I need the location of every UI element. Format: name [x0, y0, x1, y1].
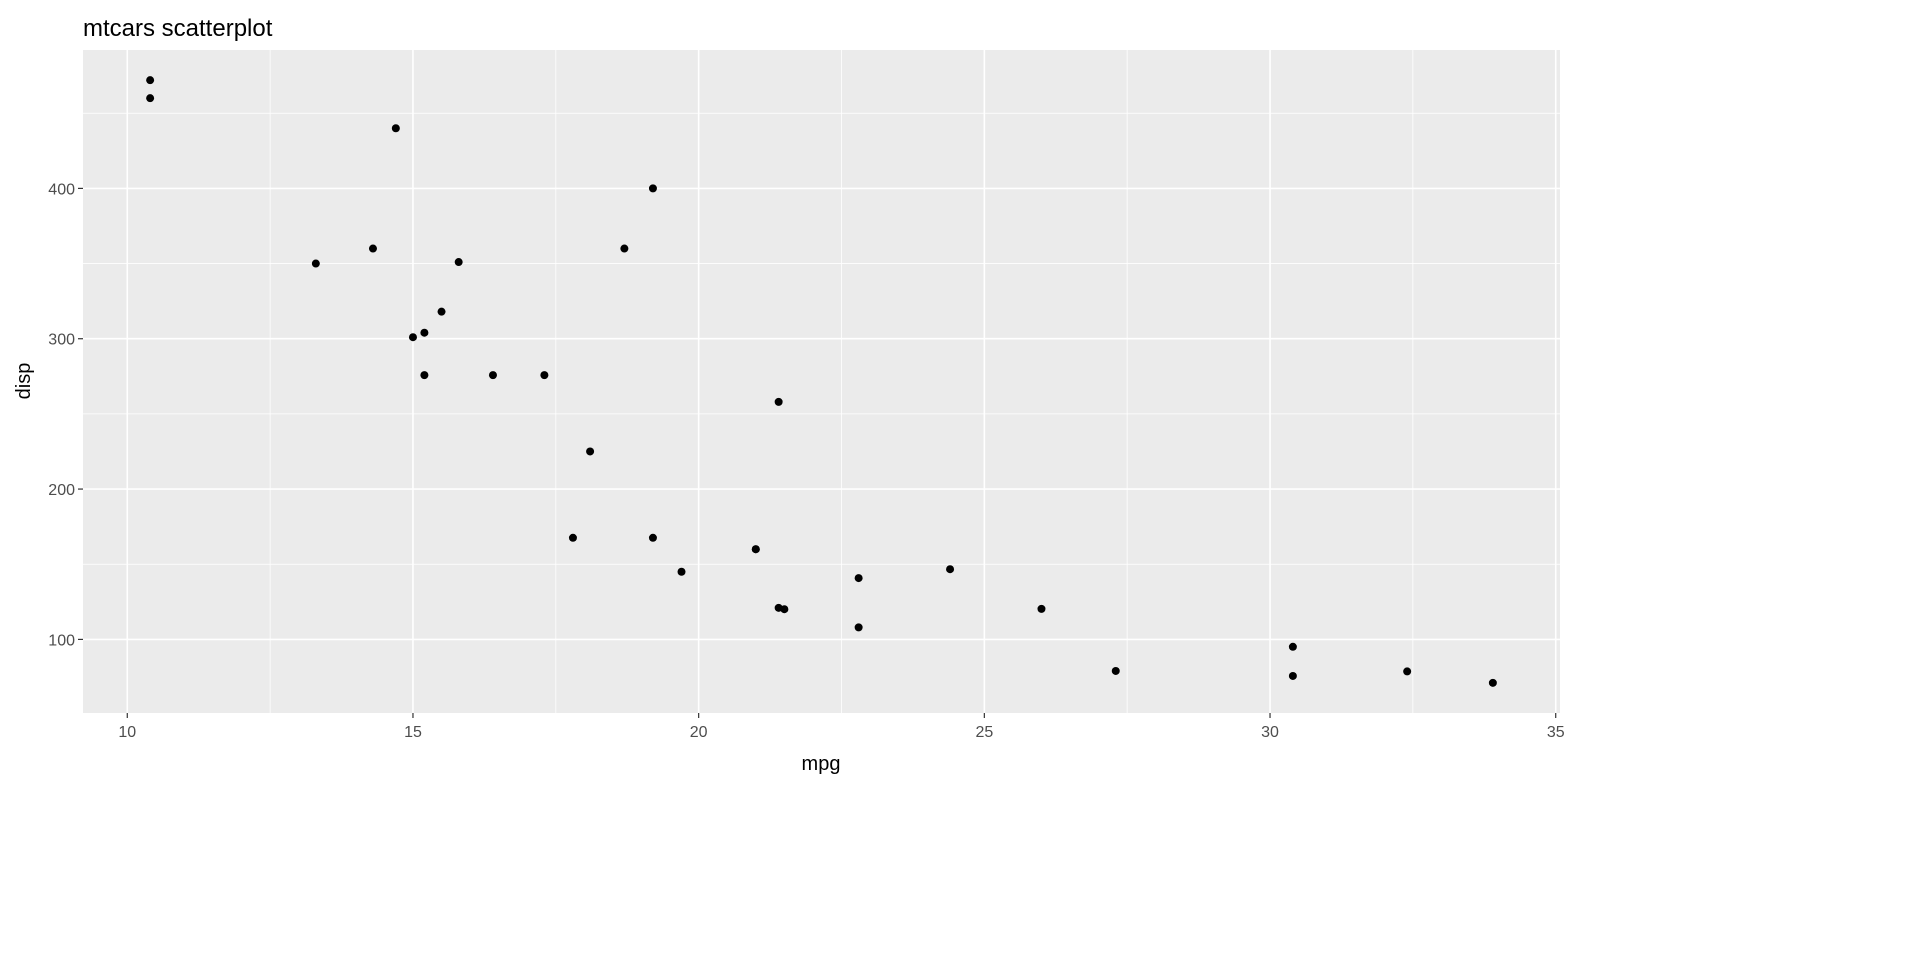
data-point: [648, 184, 657, 193]
y-axis-label: disp: [13, 363, 35, 400]
data-point: [946, 565, 955, 574]
y-tick-label: 300: [48, 332, 75, 349]
y-tick-label: 200: [48, 482, 75, 499]
data-point: [368, 244, 377, 253]
data-point: [1037, 604, 1046, 613]
data-point: [568, 533, 577, 542]
data-point: [408, 333, 417, 342]
data-point: [774, 397, 783, 406]
data-point: [437, 307, 446, 316]
data-point: [1288, 671, 1297, 680]
data-point: [540, 371, 549, 380]
data-point: [620, 244, 629, 253]
data-point: [146, 76, 155, 85]
x-tick-label: 20: [690, 724, 708, 741]
chart-title: mtcars scatterplot: [83, 15, 273, 42]
data-point: [751, 545, 760, 554]
x-axis-label: mpg: [802, 753, 841, 775]
data-point: [854, 574, 863, 583]
x-tick-label: 15: [404, 724, 422, 741]
data-point: [854, 623, 863, 632]
data-point: [1288, 642, 1297, 651]
data-point: [391, 124, 400, 133]
data-point: [1111, 666, 1120, 675]
plot-panel: [83, 50, 1560, 713]
data-point: [774, 603, 783, 612]
data-point: [677, 567, 686, 576]
x-tick-label: 10: [118, 724, 136, 741]
data-point: [454, 258, 463, 267]
data-point: [311, 259, 320, 268]
x-tick-label: 35: [1547, 724, 1565, 741]
data-point: [648, 533, 657, 542]
data-point: [586, 447, 595, 456]
x-tick-label: 30: [1261, 724, 1279, 741]
y-tick-label: 400: [48, 181, 75, 198]
y-tick-label: 100: [48, 632, 75, 649]
x-tick-label: 25: [975, 724, 993, 741]
data-point: [1488, 678, 1497, 687]
data-point: [488, 371, 497, 380]
data-point: [146, 94, 155, 103]
data-point: [420, 371, 429, 380]
data-point: [1403, 667, 1412, 676]
data-point: [420, 328, 429, 337]
